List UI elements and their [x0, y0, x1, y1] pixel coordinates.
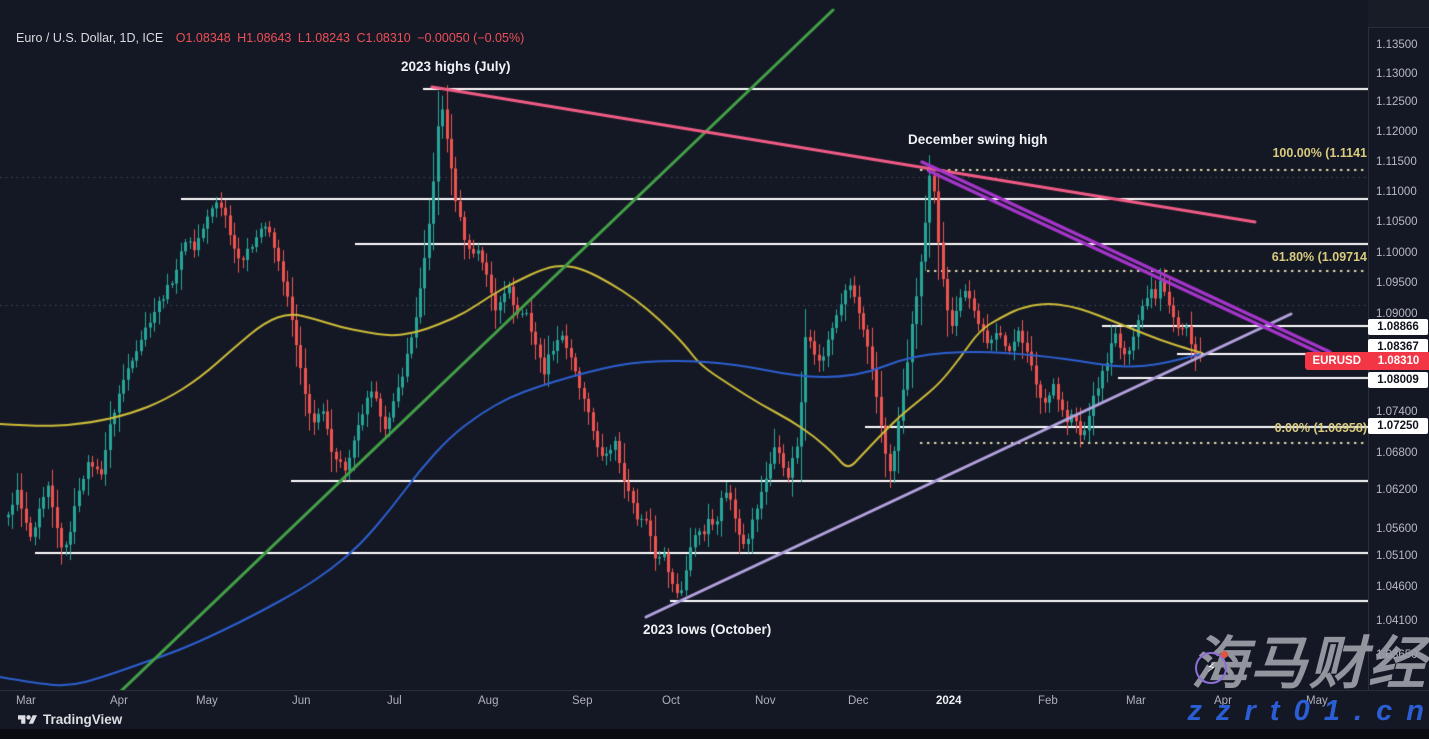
- bottom-strip: [0, 729, 1429, 739]
- tradingview-logo-text: TradingView: [43, 712, 123, 727]
- ohlc-low-label: L: [297, 31, 305, 45]
- time-axis-month-label: Sep: [572, 695, 593, 707]
- price-tick-label: 1.04100: [1376, 615, 1418, 627]
- ohlc-open-label: O: [175, 31, 186, 45]
- annotation-2023-lows[interactable]: 2023 lows (October): [643, 622, 772, 637]
- price-tick-label: 1.06800: [1376, 447, 1418, 459]
- annotation-december-swing-high[interactable]: December swing high: [908, 132, 1048, 147]
- price-tick-label: 1.11000: [1376, 186, 1417, 198]
- ohlc-high-value: 1.08643: [246, 31, 292, 45]
- price-tick-label: 1.09000: [1376, 308, 1418, 320]
- time-axis-month-label: Mar: [1126, 695, 1146, 707]
- time-axis-month-label: May: [196, 695, 218, 707]
- price-tick-label: 1.12500: [1376, 96, 1418, 108]
- ohlc-low-value: 1.08243: [304, 31, 351, 45]
- time-axis-month-label: Aug: [478, 695, 499, 707]
- last-price-box: 1.08310: [1368, 352, 1429, 370]
- symbol-price-badge: EURUSD: [1305, 352, 1368, 370]
- ohlc-high-label: H: [237, 31, 247, 45]
- time-axis-month-label: Apr: [110, 695, 128, 707]
- fib-label-618[interactable]: 61.80% (1.09714: [1271, 250, 1367, 264]
- price-tick-label: 1.04600: [1376, 581, 1418, 593]
- ohlc-open-value: 1.08348: [185, 31, 231, 45]
- price-tick-label: 1.05600: [1376, 523, 1418, 535]
- price-tick-label: 1.11500: [1376, 156, 1417, 168]
- time-axis-month-label: 2024: [936, 695, 962, 707]
- price-tick-label: 1.03650: [1376, 649, 1418, 661]
- time-axis-month-label: Jun: [292, 695, 311, 707]
- price-tick-label: 1.13500: [1376, 39, 1418, 51]
- logo-bar: TradingView: [0, 711, 1429, 729]
- time-axis-month-label: Feb: [1038, 695, 1058, 707]
- price-tick-label: 1.09500: [1376, 277, 1418, 289]
- price-level-box: 1.08866: [1368, 319, 1428, 335]
- time-axis-month-label: Jul: [387, 695, 402, 707]
- time-axis-month-label: Nov: [755, 695, 776, 707]
- price-tick-label: 1.13000: [1376, 68, 1418, 80]
- fib-label-0[interactable]: 0.00% (1.06958): [1274, 421, 1367, 435]
- price-level-box: 1.08009: [1368, 372, 1428, 388]
- annotation-2023-highs[interactable]: 2023 highs (July): [401, 59, 511, 74]
- tradingview-logo[interactable]: TradingView: [18, 712, 122, 727]
- symbol-title[interactable]: Euro / U.S. Dollar, 1D, ICE: [16, 31, 164, 45]
- price-level-box: 1.08367: [1368, 339, 1428, 355]
- time-axis-month-label: May: [1306, 695, 1328, 707]
- ohlc-close-value: 1.08310: [365, 31, 411, 45]
- price-tick-label: 1.06200: [1376, 484, 1418, 496]
- price-level-box: 1.07250: [1368, 418, 1428, 434]
- time-axis-month-label: Oct: [662, 695, 680, 707]
- time-axis[interactable]: Mar Apr May Jun Jul Aug Sep Oct Nov Dec 2024 Feb Mar…: [0, 690, 1429, 712]
- time-axis-month-label: Mar: [16, 695, 36, 707]
- time-axis-month-label: Apr: [1214, 695, 1232, 707]
- price-tick-label: 1.10500: [1376, 216, 1418, 228]
- price-tick-label: 1.12000: [1376, 126, 1418, 138]
- symbol-header[interactable]: Euro / U.S. Dollar, 1D, ICE O1.08348 H1.…: [16, 31, 527, 45]
- price-chart-canvas[interactable]: [0, 0, 1368, 690]
- tradingview-logo-icon: [18, 715, 37, 724]
- price-tick-label: 1.10000: [1376, 247, 1418, 259]
- time-axis-month-label: Dec: [848, 695, 869, 707]
- change-value: −0.00050 (−0.05%): [417, 31, 525, 45]
- price-tick-label: 1.05100: [1376, 550, 1418, 562]
- price-tick-label: 1.07400: [1376, 406, 1418, 418]
- fib-label-100[interactable]: 100.00% (1.1141: [1272, 146, 1367, 160]
- ohlc-close-label: C: [356, 31, 366, 45]
